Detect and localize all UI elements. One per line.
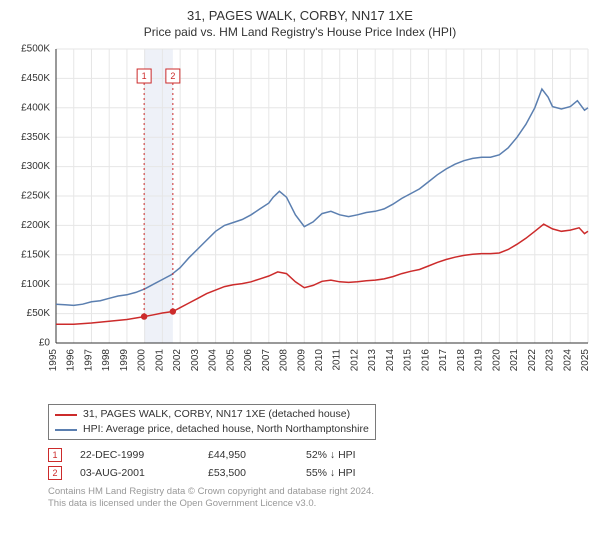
x-tick-label: 1997 — [83, 349, 94, 372]
x-tick-label: 2018 — [456, 349, 467, 372]
legend-row: 31, PAGES WALK, CORBY, NN17 1XE (detache… — [55, 407, 369, 422]
legend-label: HPI: Average price, detached house, Nort… — [83, 422, 369, 437]
sale-date: 22-DEC-1999 — [80, 449, 190, 461]
x-tick-label: 1995 — [48, 349, 59, 372]
sale-badge: 1 — [48, 448, 62, 462]
legend-label: 31, PAGES WALK, CORBY, NN17 1XE (detache… — [83, 407, 350, 422]
titles: 31, PAGES WALK, CORBY, NN17 1XE Price pa… — [8, 6, 592, 43]
sales-table: 1 22-DEC-1999 £44,950 52% ↓ HPI 2 03-AUG-2001… — [48, 446, 592, 482]
legend-swatch — [55, 429, 77, 431]
x-tick-label: 2008 — [279, 349, 290, 372]
y-tick-label: £50K — [27, 308, 51, 319]
y-tick-label: £350K — [21, 132, 50, 143]
x-tick-label: 1996 — [66, 349, 77, 372]
x-tick-label: 2004 — [208, 349, 219, 372]
sale-pct: 55% ↓ HPI — [306, 467, 406, 479]
x-tick-label: 2021 — [509, 349, 520, 372]
y-tick-label: £250K — [21, 191, 50, 202]
x-tick-label: 2025 — [580, 349, 591, 372]
x-tick-label: 2013 — [367, 349, 378, 372]
x-tick-label: 2009 — [296, 349, 307, 372]
legend: 31, PAGES WALK, CORBY, NN17 1XE (detache… — [48, 404, 376, 440]
x-tick-label: 2024 — [562, 349, 573, 372]
y-tick-label: £0 — [39, 338, 51, 349]
sale-row: 2 03-AUG-2001 £53,500 55% ↓ HPI — [48, 464, 592, 482]
x-tick-label: 2022 — [527, 349, 538, 372]
x-tick-label: 2012 — [349, 349, 360, 372]
chart-container: 31, PAGES WALK, CORBY, NN17 1XE Price pa… — [0, 0, 600, 560]
sale-marker-badge-number: 2 — [170, 71, 175, 81]
sale-marker-badge-number: 1 — [142, 71, 147, 81]
x-tick-label: 2020 — [491, 349, 502, 372]
y-tick-label: £400K — [21, 102, 50, 113]
y-tick-label: £100K — [21, 279, 50, 290]
chart-svg: £0 £50K £100K £150K £200K £250K £300K £350K £400… — [8, 43, 592, 393]
y-tick-label: £150K — [21, 249, 50, 260]
x-tick-label: 2007 — [261, 349, 272, 372]
sale-pct: 52% ↓ HPI — [306, 449, 406, 461]
footnote-line: Contains HM Land Registry data © Crown c… — [48, 486, 592, 498]
x-tick-label: 2005 — [225, 349, 236, 372]
x-tick-label: 2003 — [190, 349, 201, 372]
y-tick-label: £200K — [21, 220, 50, 231]
x-tick-label: 1999 — [119, 349, 130, 372]
x-tick-label: 2002 — [172, 349, 183, 372]
title-main: 31, PAGES WALK, CORBY, NN17 1XE — [8, 8, 592, 23]
sale-marker-dot — [141, 313, 147, 319]
legend-swatch — [55, 414, 77, 416]
x-tick-label: 2006 — [243, 349, 254, 372]
sale-row: 1 22-DEC-1999 £44,950 52% ↓ HPI — [48, 446, 592, 464]
x-tick-label: 2014 — [385, 349, 396, 372]
chart: £0 £50K £100K £150K £200K £250K £300K £350K £400… — [8, 43, 592, 398]
footnote-line: This data is licensed under the Open Gov… — [48, 498, 592, 510]
x-tick-label: 2011 — [332, 349, 343, 371]
sale-date: 03-AUG-2001 — [80, 467, 190, 479]
x-tick-label: 2023 — [545, 349, 556, 372]
x-tick-label: 2017 — [438, 349, 449, 372]
sale-marker-dot — [170, 308, 176, 314]
x-tick-label: 2001 — [154, 349, 165, 372]
footnote: Contains HM Land Registry data © Crown c… — [48, 486, 592, 510]
x-tick-label: 2010 — [314, 349, 325, 372]
x-tick-label: 2015 — [403, 349, 414, 372]
sale-badge: 2 — [48, 466, 62, 480]
sale-price: £44,950 — [208, 449, 288, 461]
y-tick-label: £450K — [21, 73, 50, 84]
x-tick-label: 1998 — [101, 349, 112, 372]
y-tick-label: £500K — [21, 44, 50, 55]
title-sub: Price paid vs. HM Land Registry's House … — [8, 25, 592, 39]
x-tick-label: 2019 — [474, 349, 485, 372]
x-tick-label: 2000 — [137, 349, 148, 372]
legend-row: HPI: Average price, detached house, Nort… — [55, 422, 369, 437]
y-tick-label: £300K — [21, 161, 50, 172]
x-tick-label: 2016 — [420, 349, 431, 372]
sale-price: £53,500 — [208, 467, 288, 479]
